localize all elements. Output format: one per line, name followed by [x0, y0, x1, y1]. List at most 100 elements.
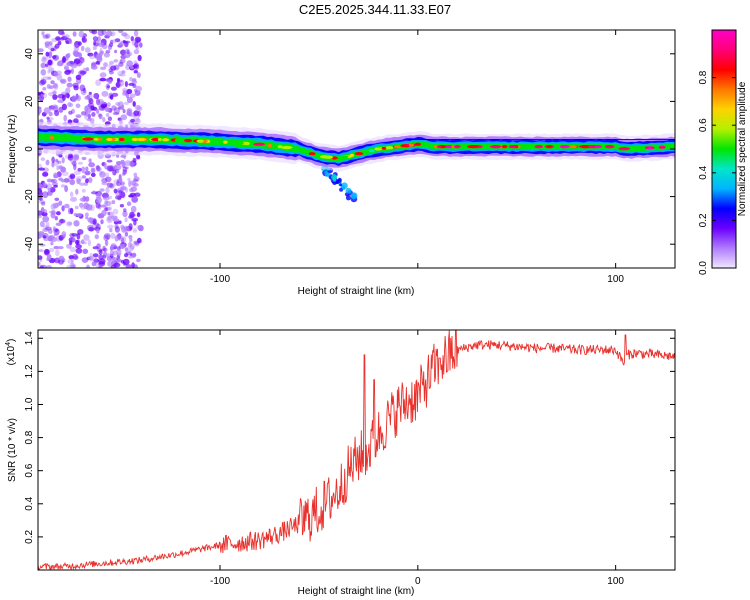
- noise-speck: [88, 91, 92, 96]
- noise-speck: [109, 183, 115, 189]
- noise-speck: [106, 102, 111, 108]
- noise-speck: [84, 113, 88, 120]
- noise-speck: [93, 93, 100, 99]
- colorbar-tick-label: 0.4: [698, 165, 709, 179]
- ridge-hotspot: [647, 146, 653, 150]
- noise-speck: [75, 176, 83, 182]
- colorbar-ticks: 0.0 0.2 0.4 0.6 0.8: [698, 70, 736, 275]
- noise-speck: [44, 226, 52, 231]
- noise-speck: [66, 62, 72, 66]
- y-tick-label: 0: [24, 146, 35, 152]
- noise-speck: [96, 228, 100, 234]
- noise-speck: [47, 45, 54, 51]
- noise-speck: [106, 182, 113, 188]
- noise-speck: [56, 61, 64, 67]
- noise-speck: [126, 96, 133, 104]
- noise-speck: [51, 161, 55, 168]
- noise-speck: [132, 157, 137, 163]
- noise-speck: [103, 234, 109, 241]
- noise-speck: [112, 218, 120, 222]
- noise-speck: [45, 159, 50, 166]
- colorbar-tick-label: 0.6: [698, 118, 709, 132]
- noise-speck: [48, 41, 53, 46]
- noise-speck: [48, 117, 54, 121]
- noise-speck: [67, 221, 73, 226]
- spectrogram-panel: -100 100 -40 -20 0 20 40 Height of straight li…: [7, 29, 676, 297]
- y-tick-label: 0.2: [24, 530, 35, 544]
- noise-speck: [73, 163, 77, 171]
- noise-speck: [120, 58, 126, 64]
- noise-speck: [41, 55, 47, 62]
- ridge-hotspot: [453, 145, 461, 149]
- noise-speck: [49, 187, 56, 193]
- noise-speck: [75, 244, 82, 249]
- noise-speck: [47, 59, 54, 66]
- noise-speck: [122, 236, 127, 243]
- noise-speck: [69, 246, 76, 253]
- noise-speck: [42, 76, 50, 81]
- noise-speck: [46, 116, 50, 120]
- noise-speck: [87, 256, 95, 261]
- noise-speck: [119, 73, 126, 77]
- noise-speck: [40, 93, 44, 98]
- noise-speck: [133, 49, 140, 55]
- noise-speck: [58, 165, 63, 170]
- noise-speck: [117, 258, 122, 263]
- noise-speck: [79, 57, 85, 64]
- noise-speck: [92, 218, 97, 225]
- noise-speck: [126, 108, 133, 114]
- noise-speck: [76, 178, 81, 185]
- noise-speck: [85, 178, 89, 184]
- noise-speck: [67, 102, 72, 107]
- noise-speck: [95, 202, 101, 209]
- noise-speck: [92, 45, 97, 51]
- noise-speck: [57, 93, 65, 99]
- noise-speck: [81, 37, 88, 43]
- branch-speck: [345, 195, 351, 201]
- noise-speck: [96, 166, 102, 172]
- noise-speck: [50, 210, 56, 215]
- noise-speck: [70, 68, 74, 74]
- noise-speck: [69, 240, 73, 245]
- noise-speck: [69, 191, 74, 198]
- noise-speck: [109, 250, 115, 257]
- noise-speck: [106, 159, 113, 163]
- noise-speck: [77, 167, 82, 172]
- noise-speck: [88, 162, 95, 168]
- noise-speck: [129, 77, 133, 82]
- noise-speck: [50, 241, 54, 246]
- noise-speck: [120, 191, 126, 199]
- ridge-hotspot: [467, 145, 479, 149]
- branch-speck: [345, 187, 352, 194]
- ridge-hotspot: [501, 145, 508, 149]
- noise-speck: [115, 161, 123, 165]
- noise-speck: [107, 215, 112, 222]
- ridge-hotspot: [157, 137, 162, 142]
- noise-speck: [60, 218, 64, 224]
- x-tick-label: 100: [607, 274, 624, 285]
- noise-speck: [39, 197, 43, 201]
- ridge-hotspot: [618, 147, 631, 151]
- branch-speck: [331, 174, 338, 181]
- noise-speck: [99, 77, 107, 82]
- noise-speck: [42, 171, 49, 177]
- noise-speck: [47, 179, 55, 183]
- noise-speck: [65, 40, 69, 44]
- noise-speck: [104, 172, 110, 178]
- noise-speck: [124, 81, 128, 87]
- ridge-hotspot: [368, 149, 375, 153]
- noise-speck: [128, 241, 132, 248]
- ridge-hotspot: [131, 137, 139, 142]
- noise-speck: [41, 201, 46, 206]
- noise-speck: [81, 175, 87, 179]
- noise-speck: [125, 48, 130, 54]
- noise-speck: [123, 208, 127, 213]
- noise-speck: [98, 249, 103, 256]
- noise-speck: [42, 215, 50, 223]
- noise-speck: [79, 84, 86, 92]
- noise-speck: [110, 264, 117, 268]
- noise-speck: [110, 65, 117, 71]
- ridge-hotspot: [253, 142, 266, 146]
- snr-scale-label: (x104): [5, 339, 17, 366]
- noise-speck: [66, 221, 72, 227]
